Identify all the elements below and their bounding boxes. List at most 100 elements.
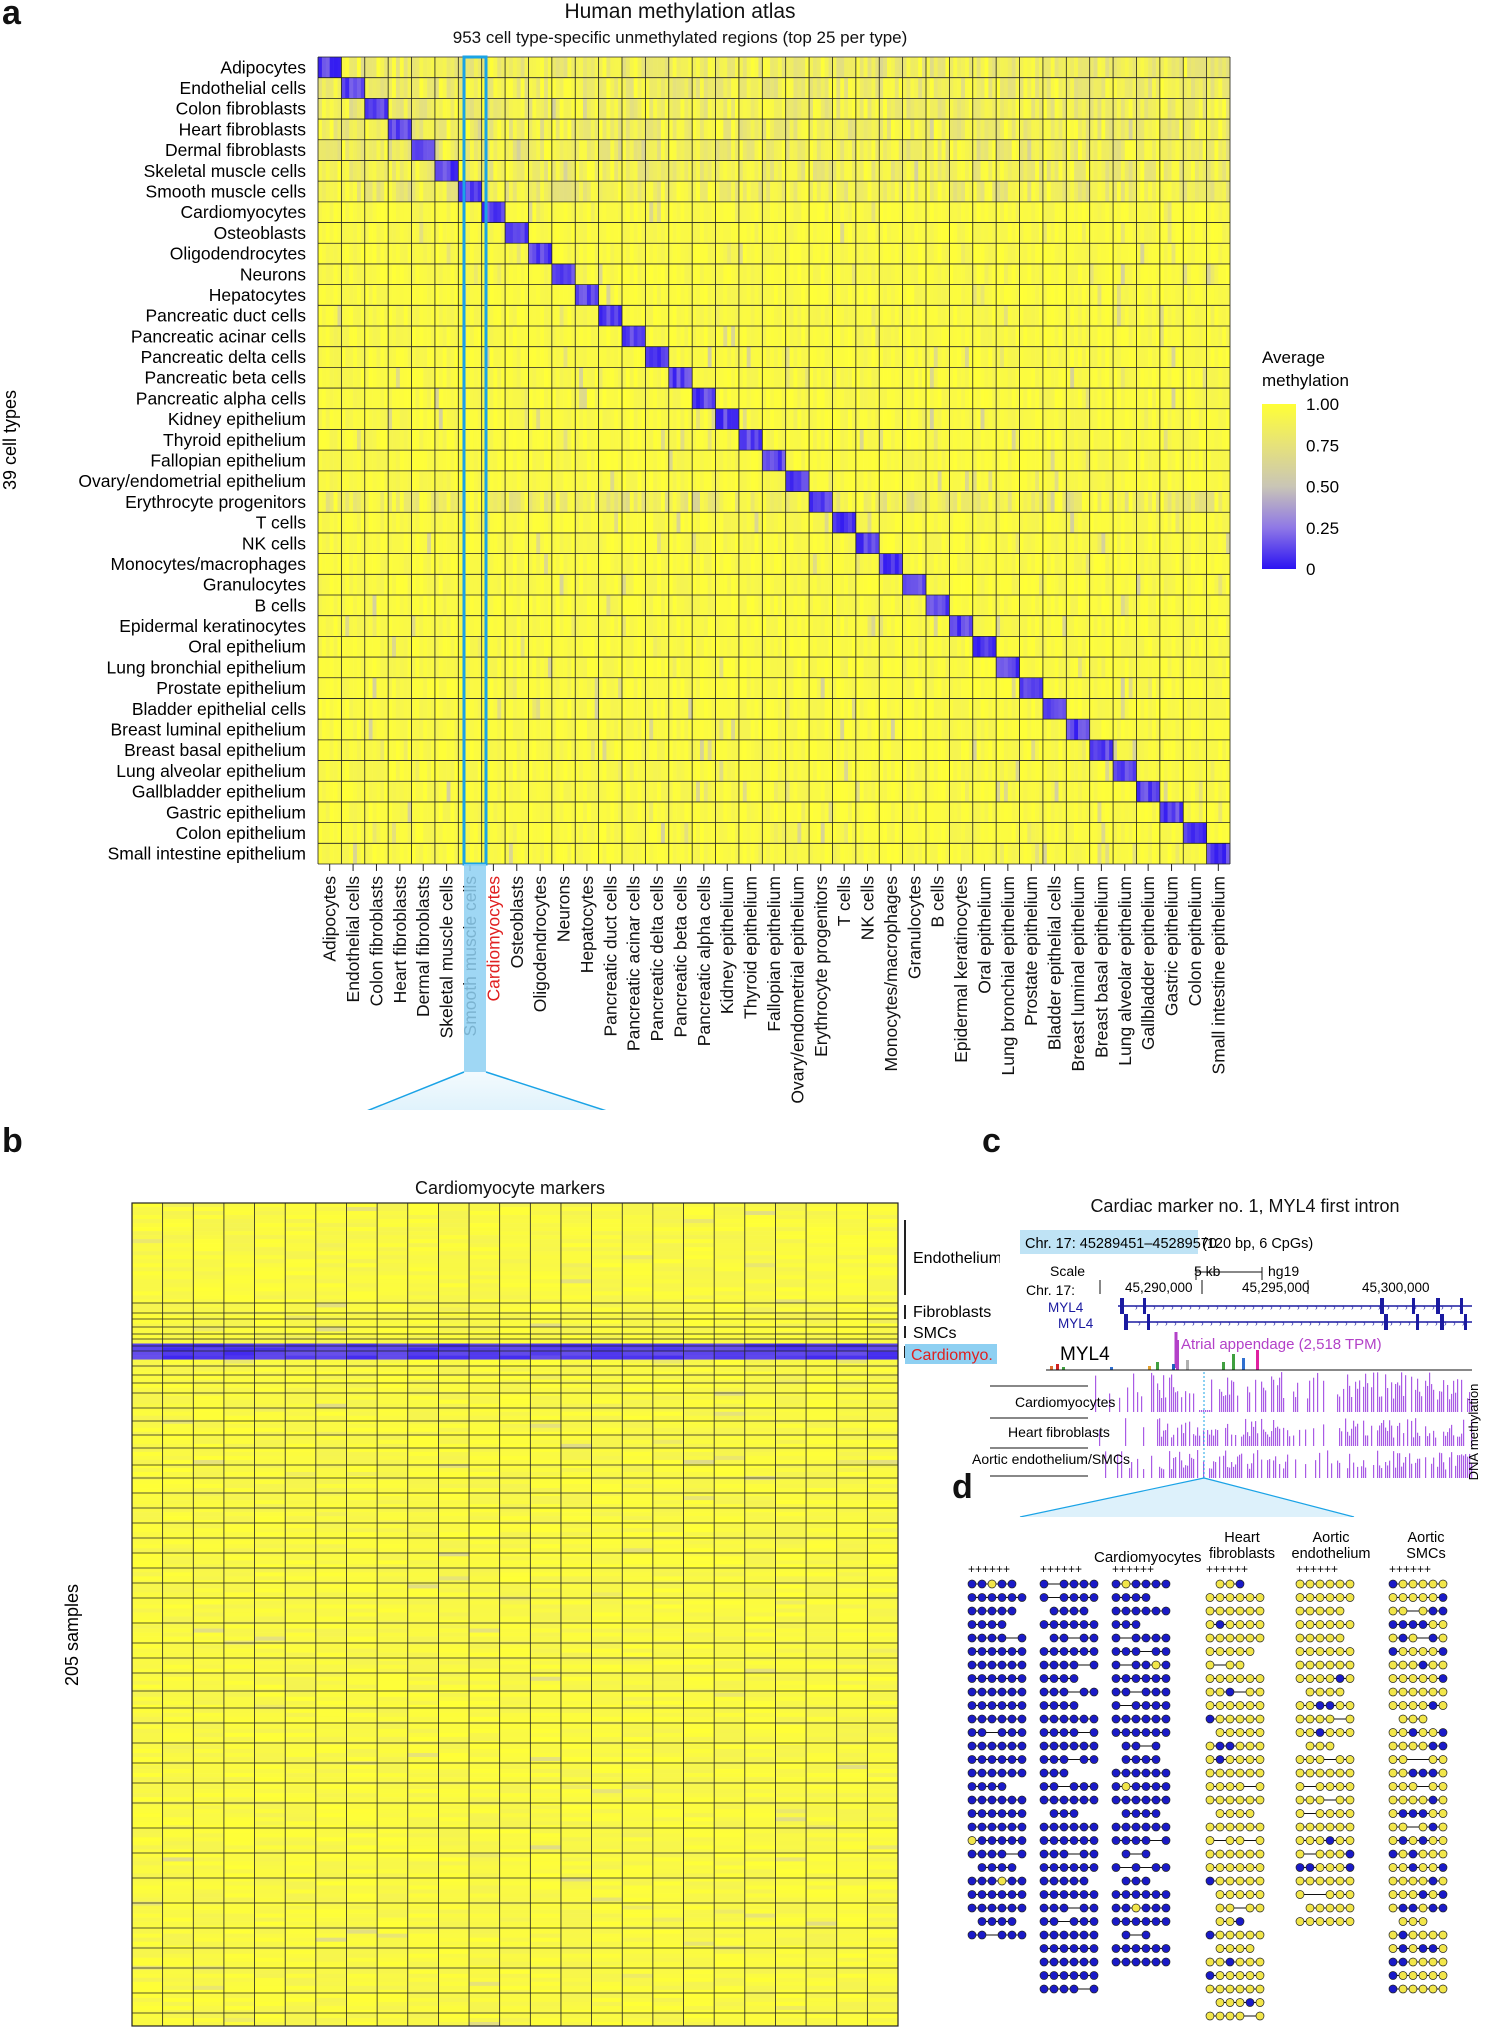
atlas-cell xyxy=(318,388,323,409)
atlas-cell xyxy=(653,201,658,223)
atlas-cell xyxy=(754,367,759,389)
atlas-cell xyxy=(1050,326,1055,347)
atlas-cell xyxy=(688,222,693,244)
atlas-cell xyxy=(481,305,486,326)
atlas-cell xyxy=(473,429,479,451)
atlas-cell xyxy=(1218,77,1223,99)
atlas-cell xyxy=(785,263,790,285)
atlas-cell xyxy=(567,491,572,513)
atlas-cell xyxy=(871,429,876,451)
atlas-cell xyxy=(567,326,572,347)
atlas-cell xyxy=(1023,284,1028,306)
atlas-cell xyxy=(1187,346,1192,368)
atlas-cell xyxy=(1031,119,1036,140)
atlas-cell xyxy=(618,263,623,285)
atlas-cell xyxy=(1109,181,1114,202)
atlas-cell xyxy=(1113,326,1118,347)
atlas-cell xyxy=(1167,160,1172,182)
atlas-cell xyxy=(427,263,432,285)
atlas-cell xyxy=(668,201,673,223)
atlas-cell xyxy=(1124,119,1129,140)
atlas-cell xyxy=(937,305,942,326)
atlas-cell xyxy=(657,160,662,182)
atlas-cell xyxy=(356,222,362,244)
atlas-cell xyxy=(777,470,783,492)
atlas-cell xyxy=(770,222,775,244)
atlas-cell xyxy=(887,139,892,161)
atlas-cell xyxy=(914,57,919,78)
atlas-cell xyxy=(793,98,798,120)
atlas-cell xyxy=(349,367,354,389)
atlas-cell xyxy=(364,222,369,244)
atlas-cell xyxy=(707,408,712,430)
atlas-cell xyxy=(1191,119,1196,140)
atlas-cell xyxy=(1062,408,1067,430)
atlas-cell xyxy=(466,160,471,182)
atlas-cell xyxy=(1058,263,1063,285)
atlas-cell xyxy=(1159,160,1165,182)
atlas-cell xyxy=(458,388,463,409)
atlas-cell xyxy=(914,450,919,471)
atlas-cell xyxy=(867,284,872,306)
atlas-cell xyxy=(1179,367,1184,389)
atlas-cell xyxy=(1226,429,1231,451)
atlas-cell xyxy=(824,408,829,430)
atlas-cell xyxy=(746,222,751,244)
atlas-cell xyxy=(524,470,529,492)
atlas-cell xyxy=(949,346,954,368)
atlas-cell xyxy=(454,57,459,78)
atlas-cell xyxy=(345,450,350,471)
atlas-cell xyxy=(419,57,424,78)
atlas-cell xyxy=(637,160,642,182)
atlas-cell xyxy=(774,222,779,244)
atlas-cell xyxy=(434,57,440,78)
atlas-cell xyxy=(571,346,576,368)
atlas-cell xyxy=(458,470,463,492)
atlas-cell xyxy=(676,388,681,409)
atlas-cell xyxy=(450,222,455,244)
atlas-cell xyxy=(594,429,599,451)
atlas-cell xyxy=(894,450,900,471)
atlas-cell xyxy=(735,181,740,202)
atlas-cell xyxy=(458,491,463,513)
atlas-cell xyxy=(758,77,763,99)
atlas-cell xyxy=(356,201,362,223)
atlas-cell xyxy=(910,98,915,120)
atlas-cell xyxy=(1109,98,1114,120)
atlas-cell xyxy=(563,388,568,409)
atlas-cell xyxy=(746,326,751,347)
atlas-cell xyxy=(672,367,677,389)
atlas-cell xyxy=(785,160,790,182)
atlas-cell xyxy=(836,326,841,347)
atlas-cell xyxy=(812,77,818,99)
atlas-cell xyxy=(758,429,763,451)
atlas-cell xyxy=(555,222,560,244)
atlas-cell xyxy=(1159,222,1165,244)
atlas-cell xyxy=(610,367,615,389)
atlas-cell xyxy=(454,160,459,182)
atlas-cell xyxy=(828,57,833,78)
atlas-cell xyxy=(625,77,631,99)
atlas-cell xyxy=(1214,450,1219,471)
atlas-cell xyxy=(1035,243,1040,264)
atlas-cell xyxy=(442,98,447,120)
atlas-cell xyxy=(497,388,502,409)
atlas-cell xyxy=(844,77,849,99)
atlas-cell xyxy=(1155,305,1161,326)
atlas-cell xyxy=(395,243,401,264)
atlas-cell xyxy=(723,160,728,182)
atlas-cell xyxy=(1206,77,1211,99)
atlas-cell xyxy=(427,367,432,389)
atlas-cell xyxy=(1085,77,1090,99)
atlas-cell xyxy=(532,201,537,223)
atlas-cell xyxy=(1078,181,1083,202)
atlas-cell xyxy=(395,57,401,78)
atlas-cell xyxy=(1097,77,1102,99)
atlas-cell xyxy=(770,139,775,161)
atlas-cell xyxy=(933,326,938,347)
atlas-cell xyxy=(625,408,631,430)
atlas-cell xyxy=(1074,201,1079,223)
atlas-cell xyxy=(684,77,689,99)
atlas-cell xyxy=(321,346,327,368)
atlas-cell xyxy=(801,346,806,368)
